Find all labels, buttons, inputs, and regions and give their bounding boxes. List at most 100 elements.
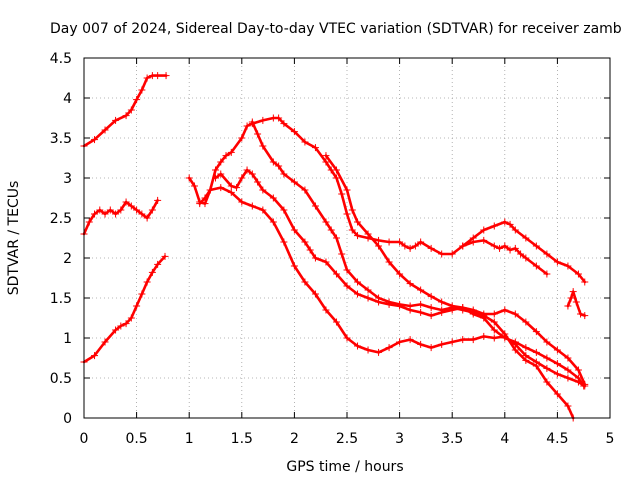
x-tick-label: 3.5 <box>441 431 463 447</box>
data-point <box>532 328 540 336</box>
data-point <box>275 114 283 122</box>
data-series-sat-j <box>564 288 589 320</box>
data-point <box>564 302 572 310</box>
data-point <box>217 170 225 178</box>
data-point <box>417 308 425 316</box>
data-point <box>532 348 540 356</box>
data-point <box>364 230 372 238</box>
data-point <box>567 294 575 302</box>
series-layer <box>80 72 589 422</box>
grid-layer <box>84 58 610 418</box>
data-point <box>117 322 125 330</box>
data-point <box>148 206 156 214</box>
data-point <box>574 270 582 278</box>
data-point <box>522 234 530 242</box>
data-point <box>427 304 435 312</box>
series-line <box>187 116 549 276</box>
data-point <box>522 254 530 262</box>
data-point <box>327 226 335 234</box>
data-point <box>138 290 146 298</box>
data-point <box>375 348 383 356</box>
data-point <box>577 310 585 318</box>
data-point <box>138 86 146 94</box>
data-point <box>469 234 477 242</box>
data-point <box>238 174 246 182</box>
data-point <box>490 326 498 334</box>
y-tick-label: 2 <box>63 251 72 267</box>
y-tick-label: 0.5 <box>50 371 72 387</box>
data-point <box>101 126 109 134</box>
data-point <box>459 304 467 312</box>
tick-layer: 0 0.5 1 1.5 2 2.5 3 3.5 4 4.5 5 0 0.5 1 1.5 2 2.5 3 3.5 4 4.… <box>50 51 615 447</box>
data-point <box>301 186 309 194</box>
data-point <box>222 152 230 160</box>
data-point <box>396 270 404 278</box>
data-point <box>343 334 351 342</box>
data-point <box>290 128 298 136</box>
data-point <box>427 292 435 300</box>
data-point <box>154 196 162 204</box>
data-point <box>212 166 219 174</box>
data-series-sat-d <box>185 114 551 278</box>
data-point <box>227 188 235 196</box>
x-tick-label: 2 <box>290 431 299 447</box>
y-tick-label: 1 <box>63 331 72 347</box>
data-point <box>532 262 540 270</box>
data-point <box>401 242 409 250</box>
data-point <box>122 112 130 120</box>
data-point <box>143 214 151 222</box>
data-point <box>259 186 267 194</box>
data-point <box>127 314 135 322</box>
data-point <box>543 270 551 278</box>
data-point <box>448 338 456 346</box>
data-point <box>574 366 582 374</box>
data-point <box>553 390 561 398</box>
data-point <box>354 278 362 286</box>
data-point <box>301 278 309 286</box>
data-point <box>417 286 425 294</box>
x-tick-label: 1 <box>185 431 194 447</box>
data-point <box>185 174 193 182</box>
data-point <box>469 336 477 344</box>
data-point <box>101 210 109 218</box>
data-point <box>275 162 283 170</box>
data-point <box>506 220 514 228</box>
data-point <box>517 250 525 258</box>
data-point <box>190 182 198 190</box>
data-point <box>564 366 572 374</box>
data-point <box>254 130 262 138</box>
data-point <box>506 246 514 254</box>
data-series-sat-h <box>322 152 589 388</box>
data-point <box>406 244 414 252</box>
data-point <box>290 226 298 234</box>
data-series-sat-c <box>80 252 169 366</box>
data-point <box>112 210 120 218</box>
data-point <box>154 72 162 80</box>
data-point <box>311 144 319 152</box>
data-point <box>543 338 551 346</box>
data-point <box>496 244 504 252</box>
data-point <box>96 206 104 214</box>
data-point <box>348 226 356 234</box>
data-point <box>112 326 120 334</box>
data-point <box>322 158 330 166</box>
data-point <box>343 266 351 274</box>
data-point <box>438 340 446 348</box>
data-point <box>196 200 204 208</box>
data-point <box>301 238 309 246</box>
data-point <box>396 338 404 346</box>
data-point <box>448 250 456 258</box>
data-point <box>138 210 146 218</box>
data-point <box>396 302 404 310</box>
data-point <box>248 118 256 126</box>
data-point <box>143 74 151 82</box>
data-point <box>501 332 509 340</box>
data-point <box>459 336 467 344</box>
data-point <box>332 270 340 278</box>
data-point <box>427 244 435 252</box>
data-point <box>117 206 125 214</box>
data-point <box>375 298 383 306</box>
data-point <box>501 306 509 314</box>
data-point <box>332 174 340 182</box>
